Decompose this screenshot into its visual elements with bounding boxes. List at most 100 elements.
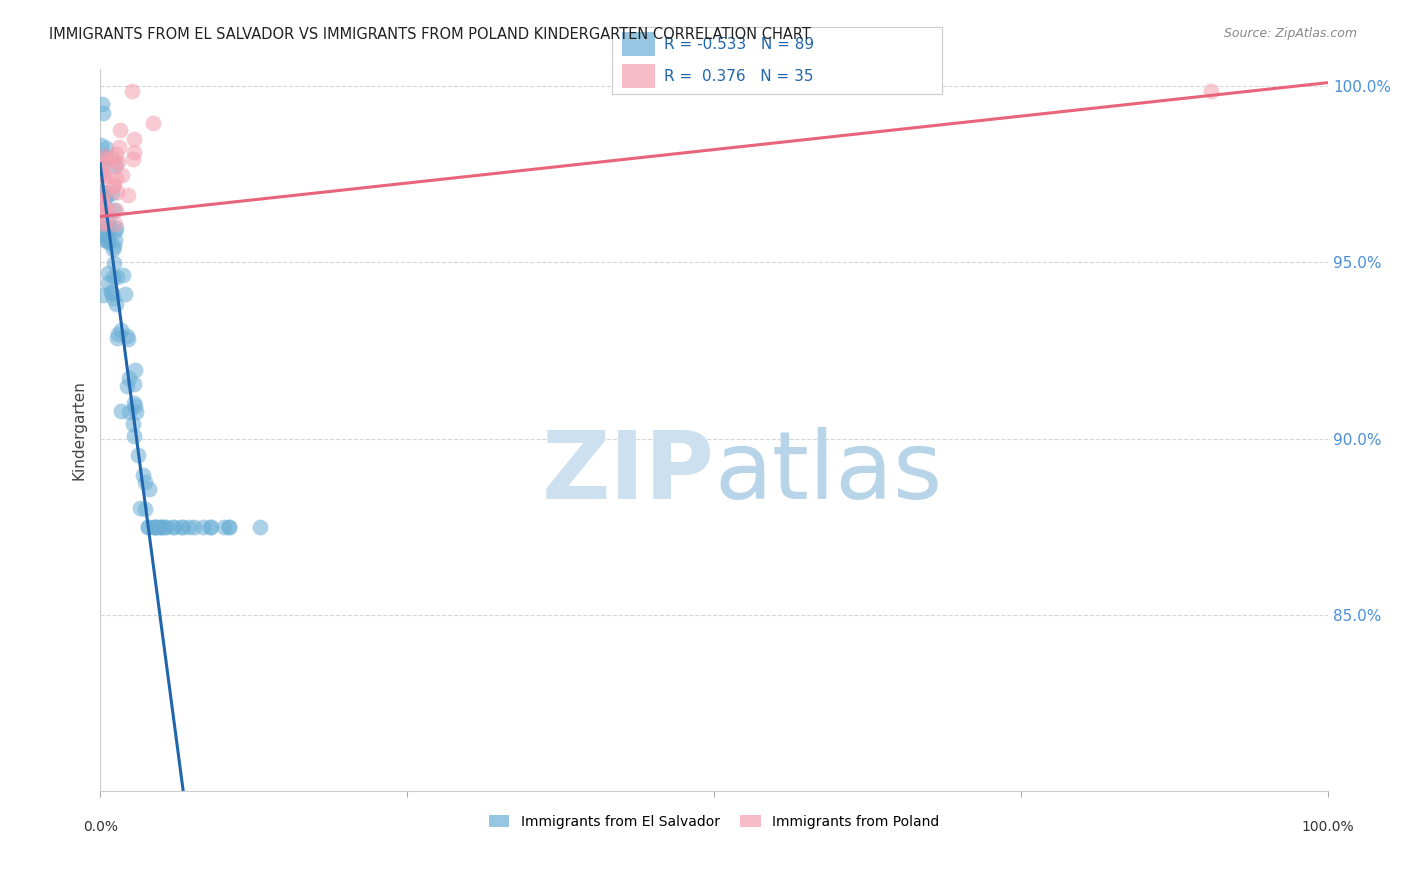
Point bbox=[122, 429, 145, 443]
Point bbox=[1201, 84, 1223, 98]
Text: R =  0.376   N = 35: R = 0.376 N = 35 bbox=[665, 69, 814, 84]
Point bbox=[97, 234, 120, 248]
Point bbox=[177, 519, 200, 533]
Point bbox=[249, 519, 271, 533]
Point bbox=[122, 417, 145, 432]
Point bbox=[104, 217, 127, 231]
Point bbox=[103, 202, 125, 217]
Point bbox=[93, 186, 115, 200]
Point bbox=[93, 228, 115, 243]
Point bbox=[101, 270, 124, 285]
Point bbox=[93, 149, 115, 163]
Point bbox=[218, 519, 240, 533]
Point bbox=[96, 140, 118, 154]
Text: 100.0%: 100.0% bbox=[1302, 820, 1354, 834]
Point bbox=[105, 156, 128, 170]
Point bbox=[129, 500, 152, 515]
Point bbox=[108, 140, 131, 154]
Point bbox=[90, 167, 112, 181]
Point bbox=[96, 202, 118, 216]
Point bbox=[103, 238, 125, 252]
Point bbox=[90, 226, 112, 240]
Point bbox=[153, 519, 176, 533]
Point bbox=[198, 519, 221, 533]
Point bbox=[142, 116, 165, 130]
Point bbox=[117, 332, 139, 346]
Point bbox=[101, 151, 124, 165]
Point bbox=[101, 285, 124, 300]
Point bbox=[115, 329, 138, 343]
Point bbox=[91, 106, 114, 120]
Point bbox=[105, 220, 128, 235]
Point bbox=[90, 186, 112, 200]
Point bbox=[200, 519, 222, 533]
Point bbox=[115, 379, 138, 393]
Point bbox=[97, 222, 120, 236]
Point bbox=[134, 475, 156, 490]
Point bbox=[122, 153, 145, 167]
Point bbox=[214, 519, 236, 533]
Point bbox=[100, 285, 122, 300]
Point bbox=[104, 224, 127, 238]
Point bbox=[118, 371, 141, 385]
Point bbox=[94, 149, 117, 163]
Point bbox=[107, 331, 129, 345]
Point bbox=[122, 377, 145, 392]
Point bbox=[96, 235, 118, 249]
Point bbox=[90, 203, 112, 218]
Point bbox=[110, 323, 132, 337]
Point bbox=[125, 405, 148, 419]
Point bbox=[101, 178, 124, 193]
Point bbox=[110, 123, 132, 137]
Point bbox=[218, 519, 240, 533]
Point bbox=[101, 186, 124, 201]
Point bbox=[105, 296, 128, 310]
Point bbox=[143, 519, 166, 533]
Text: IMMIGRANTS FROM EL SALVADOR VS IMMIGRANTS FROM POLAND KINDERGARTEN CORRELATION C: IMMIGRANTS FROM EL SALVADOR VS IMMIGRANT… bbox=[49, 27, 811, 42]
Text: Source: ZipAtlas.com: Source: ZipAtlas.com bbox=[1223, 27, 1357, 40]
Point bbox=[94, 233, 117, 247]
Point bbox=[103, 178, 125, 192]
Point bbox=[90, 202, 112, 217]
Point bbox=[172, 519, 194, 533]
Point bbox=[101, 242, 124, 256]
Text: R = -0.533   N = 89: R = -0.533 N = 89 bbox=[665, 37, 814, 52]
Point bbox=[143, 519, 166, 533]
Point bbox=[97, 232, 120, 246]
Point bbox=[103, 291, 125, 305]
Y-axis label: Kindergarten: Kindergarten bbox=[72, 380, 86, 480]
Point bbox=[93, 214, 115, 228]
Point bbox=[122, 396, 145, 410]
Point bbox=[91, 287, 114, 301]
Point bbox=[118, 405, 141, 419]
Bar bbox=[621, 64, 655, 88]
Point bbox=[94, 169, 117, 183]
Point bbox=[96, 221, 118, 235]
Point bbox=[111, 168, 134, 182]
Point bbox=[104, 203, 127, 218]
Point bbox=[91, 185, 114, 199]
Point bbox=[104, 147, 127, 161]
Point bbox=[90, 138, 112, 153]
Point bbox=[124, 363, 146, 377]
Point bbox=[107, 327, 129, 342]
Point bbox=[136, 519, 159, 533]
Point bbox=[93, 150, 115, 164]
Point bbox=[146, 519, 169, 533]
Point bbox=[91, 96, 114, 111]
Point bbox=[90, 166, 112, 180]
Point bbox=[104, 159, 127, 173]
Point bbox=[90, 192, 112, 206]
Point bbox=[93, 202, 115, 217]
Point bbox=[134, 501, 156, 516]
Point bbox=[127, 448, 149, 462]
Point bbox=[121, 84, 143, 98]
Point bbox=[117, 188, 139, 202]
Point bbox=[105, 270, 128, 285]
Point bbox=[122, 145, 145, 159]
Point bbox=[91, 168, 114, 182]
Point bbox=[131, 468, 153, 483]
Point bbox=[97, 213, 120, 227]
Point bbox=[96, 153, 118, 167]
Point bbox=[163, 519, 186, 533]
